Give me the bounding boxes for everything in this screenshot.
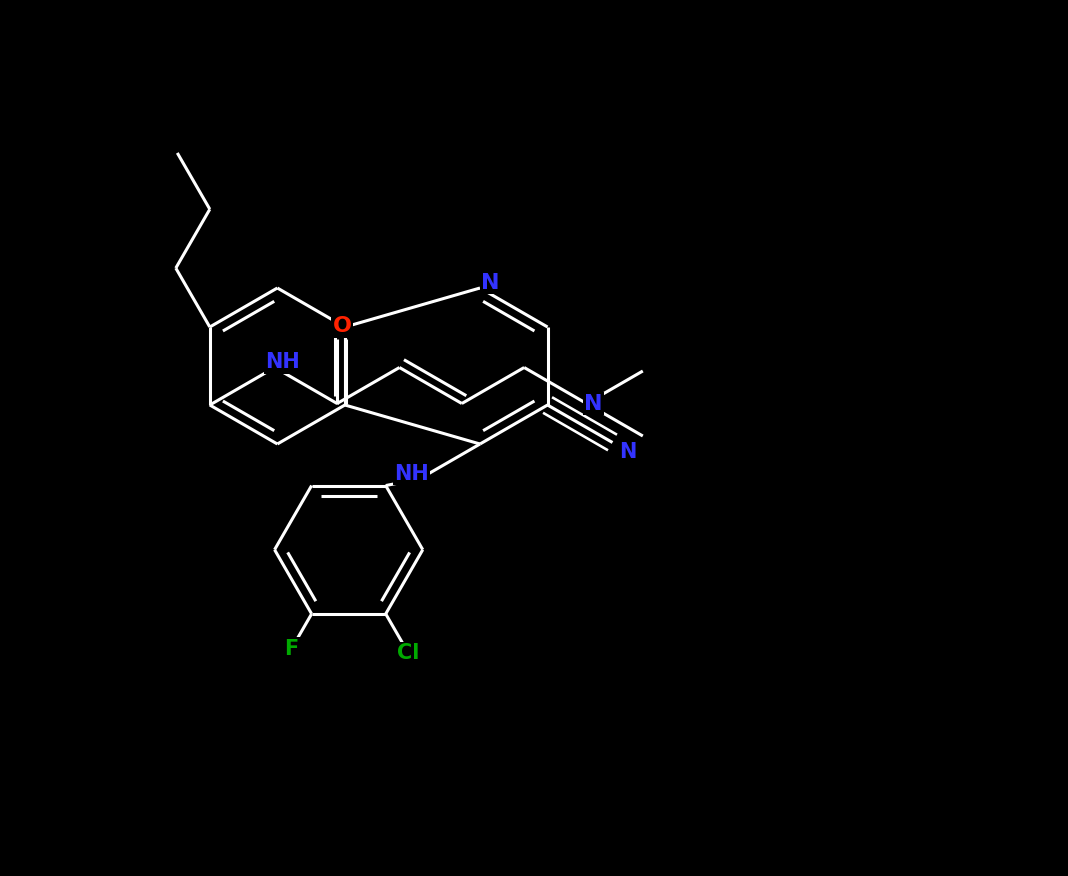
Text: N: N [619, 442, 637, 462]
Text: N: N [481, 273, 499, 293]
Text: F: F [284, 639, 299, 659]
Text: NH: NH [265, 352, 300, 372]
Text: O: O [332, 316, 351, 336]
Text: NH: NH [394, 464, 428, 484]
Text: N: N [584, 393, 602, 413]
Text: Cl: Cl [397, 643, 420, 663]
